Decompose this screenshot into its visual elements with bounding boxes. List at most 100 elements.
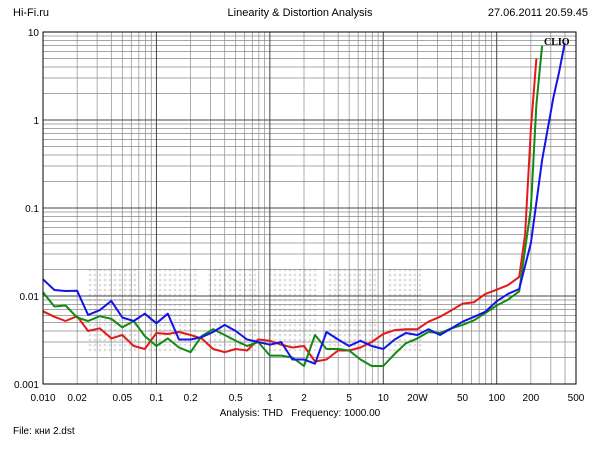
watermark-dot [218,338,222,342]
watermark-dot [333,273,337,277]
watermark-dot [288,273,292,277]
watermark-dot [128,313,132,317]
watermark-dot [153,323,157,327]
watermark-dot [338,268,342,272]
watermark-dot [418,313,422,317]
watermark-dot [183,268,187,272]
watermark-dot [113,323,117,327]
watermark-dot [88,288,92,292]
watermark-dot [178,333,182,337]
watermark-dot [218,313,222,317]
watermark-dot [248,273,252,277]
watermark-dot [113,273,117,277]
watermark-dot [313,308,317,312]
frequency-label: Frequency: [291,408,342,419]
watermark-dot [103,308,107,312]
watermark-dot [178,268,182,272]
watermark-dot [103,273,107,277]
watermark-dot [173,288,177,292]
watermark-dot [103,278,107,282]
watermark-dot [173,318,177,322]
watermark-dot [353,278,357,282]
watermark-dot [228,323,232,327]
watermark-dot [168,348,172,352]
watermark-dot [288,278,292,282]
watermark-dot [393,288,397,292]
watermark-dot [308,283,312,287]
watermark-dot [228,338,232,342]
watermark-dot [398,323,402,327]
watermark-dot [238,278,242,282]
watermark-dot [123,308,127,312]
watermark-dot [183,328,187,332]
watermark-dot [238,343,242,347]
watermark-dot [408,288,412,292]
watermark-dot [418,348,422,352]
series-blue-line [42,42,566,365]
watermark-dot [368,348,372,352]
watermark-dot [238,288,242,292]
watermark-dot [288,338,292,342]
watermark-dot [373,328,377,332]
watermark-dot [238,323,242,327]
watermark-dot [353,288,357,292]
watermark-dot [373,313,377,317]
watermark-dot [338,283,342,287]
watermark-dot [123,273,127,277]
watermark-dot [283,283,287,287]
watermark-dot [213,278,217,282]
watermark-dot [298,303,302,307]
watermark-dot [183,288,187,292]
watermark-dot [183,323,187,327]
watermark-dot [193,278,197,282]
watermark-dot [368,288,372,292]
watermark-dot [388,268,392,272]
timestamp: 27.06.2011 20.59.45 [487,7,588,19]
x-axis-ticks: 0.010 0.02 0.05 0.1 0.2 0.5 1 2 5 10 20W 50 100 200 50… [30,393,584,404]
watermark-dot [128,308,132,312]
watermark-dot [293,333,297,337]
watermark-dot [398,343,402,347]
x-tick-label: 10 [378,393,390,404]
watermark-dot [338,313,342,317]
watermark-dot [173,323,177,327]
watermark-dot [218,328,222,332]
watermark-dot [133,338,137,342]
watermark-dot [298,268,302,272]
watermark-dot [403,338,407,342]
watermark-dot [253,323,257,327]
x-tick-label: 0.010 [30,393,55,404]
watermark-dot [343,273,347,277]
watermark-dot [273,303,277,307]
watermark-dot [193,348,197,352]
watermark-dot [273,333,277,337]
watermark-dot [148,333,152,337]
watermark-dot [148,288,152,292]
watermark-dot [133,328,137,332]
watermark-dot [93,283,97,287]
watermark-dot [343,303,347,307]
watermark-dot [403,273,407,277]
watermark-dot [358,323,362,327]
watermark-dot [183,343,187,347]
watermark-dot [288,303,292,307]
watermark-dot [403,348,407,352]
watermark-dot [288,313,292,317]
watermark-dot [373,308,377,312]
watermark-dot [298,278,302,282]
file-name: кни 2.dst [34,426,75,437]
watermark-dot [178,308,182,312]
watermark-dot [418,323,422,327]
watermark-dot [333,343,337,347]
watermark-dot [118,268,122,272]
watermark-dot [218,278,222,282]
watermark-dot [293,268,297,272]
watermark-dot [128,348,132,352]
watermark-dot [283,338,287,342]
watermark-dot [288,308,292,312]
watermark-dot [278,328,282,332]
watermark-dot [88,273,92,277]
watermark-dot [293,303,297,307]
y-tick-label: 0.01 [20,292,40,303]
watermark-dot [313,288,317,292]
